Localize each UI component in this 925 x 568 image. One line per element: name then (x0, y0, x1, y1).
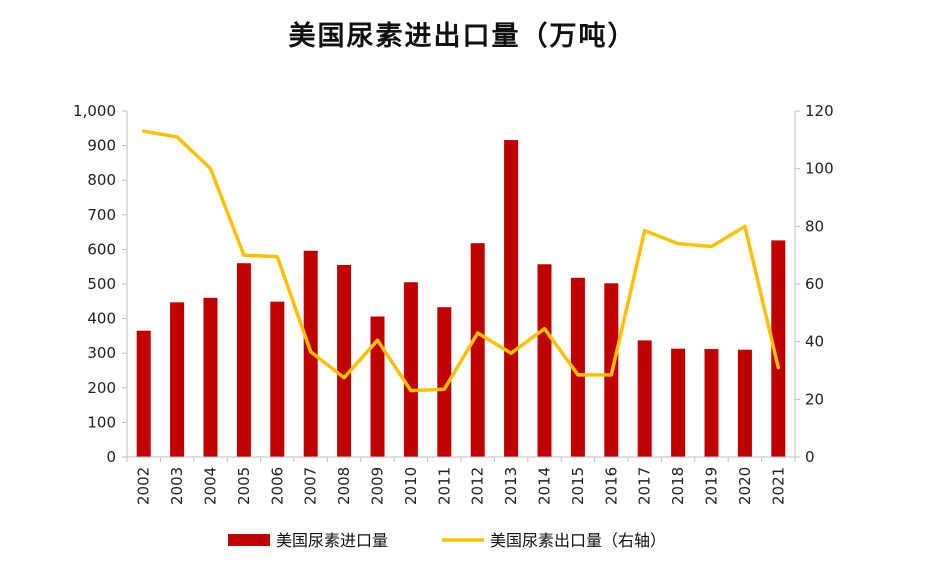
x-tick-label: 2020 (736, 467, 754, 505)
x-tick-label: 2012 (469, 467, 487, 505)
x-tick-label: 2005 (235, 467, 253, 505)
x-tick-label: 2010 (402, 467, 420, 505)
x-tick-label: 2019 (703, 467, 721, 505)
right-tick-label: 40 (805, 333, 824, 351)
x-tick-label: 2021 (769, 467, 787, 505)
left-tick-label: 200 (87, 379, 116, 397)
x-tick-label: 2017 (636, 467, 654, 505)
bar-2005 (236, 263, 251, 457)
left-tick-label: 0 (106, 448, 116, 466)
right-tick-label: 100 (805, 160, 834, 178)
x-tick-label: 2018 (669, 467, 687, 505)
x-tick-label: 2002 (135, 467, 153, 505)
legend-bar-label: 美国尿素进口量 (276, 531, 388, 550)
bar-2002 (136, 330, 151, 457)
left-tick-label: 1,000 (73, 102, 116, 120)
chart-title: 美国尿素进出口量（万吨） (288, 21, 637, 52)
bar-2009 (370, 316, 385, 457)
x-tick-label: 2011 (435, 467, 453, 505)
bar-2014 (537, 264, 552, 457)
bar-2012 (470, 243, 485, 457)
right-tick-label: 60 (805, 275, 824, 293)
bar-2003 (170, 302, 185, 457)
left-tick-label: 900 (87, 137, 116, 155)
x-tick-label: 2008 (335, 467, 353, 505)
legend-line-label: 美国尿素出口量（右轴） (490, 531, 666, 550)
x-tick-label: 2007 (302, 467, 320, 505)
left-tick-label: 600 (87, 240, 116, 258)
legend-bar-swatch (228, 534, 270, 546)
left-tick-label: 700 (87, 206, 116, 224)
right-tick-label: 80 (805, 217, 824, 235)
bar-2004 (203, 297, 218, 457)
bar-2011 (437, 307, 452, 457)
right-tick-label: 20 (805, 390, 824, 408)
bar-2006 (270, 301, 285, 457)
export-line (141, 129, 781, 393)
bar-2010 (403, 282, 418, 457)
right-tick-label: 120 (805, 102, 834, 120)
x-tick-label: 2014 (536, 467, 554, 505)
bar-2008 (337, 264, 352, 457)
left-tick-label: 100 (87, 413, 116, 431)
left-tick-label: 300 (87, 344, 116, 362)
bar-2021 (771, 240, 786, 457)
x-tick-label: 2006 (268, 467, 286, 505)
left-tick-label: 500 (87, 275, 116, 293)
bar-2013 (504, 140, 519, 457)
bar-2019 (704, 349, 719, 457)
right-tick-label: 0 (805, 448, 815, 466)
left-tick-label: 800 (87, 171, 116, 189)
x-tick-label: 2015 (569, 467, 587, 505)
bar-2020 (737, 349, 752, 457)
x-tick-label: 2016 (602, 467, 620, 505)
x-tick-label: 2009 (369, 467, 387, 505)
x-tick-label: 2013 (502, 467, 520, 505)
bar-2015 (570, 277, 585, 457)
bar-2018 (671, 348, 686, 457)
x-tick-label: 2004 (202, 467, 220, 505)
bar-2017 (637, 340, 652, 457)
x-tick-label: 2003 (168, 467, 186, 505)
left-tick-label: 400 (87, 310, 116, 328)
